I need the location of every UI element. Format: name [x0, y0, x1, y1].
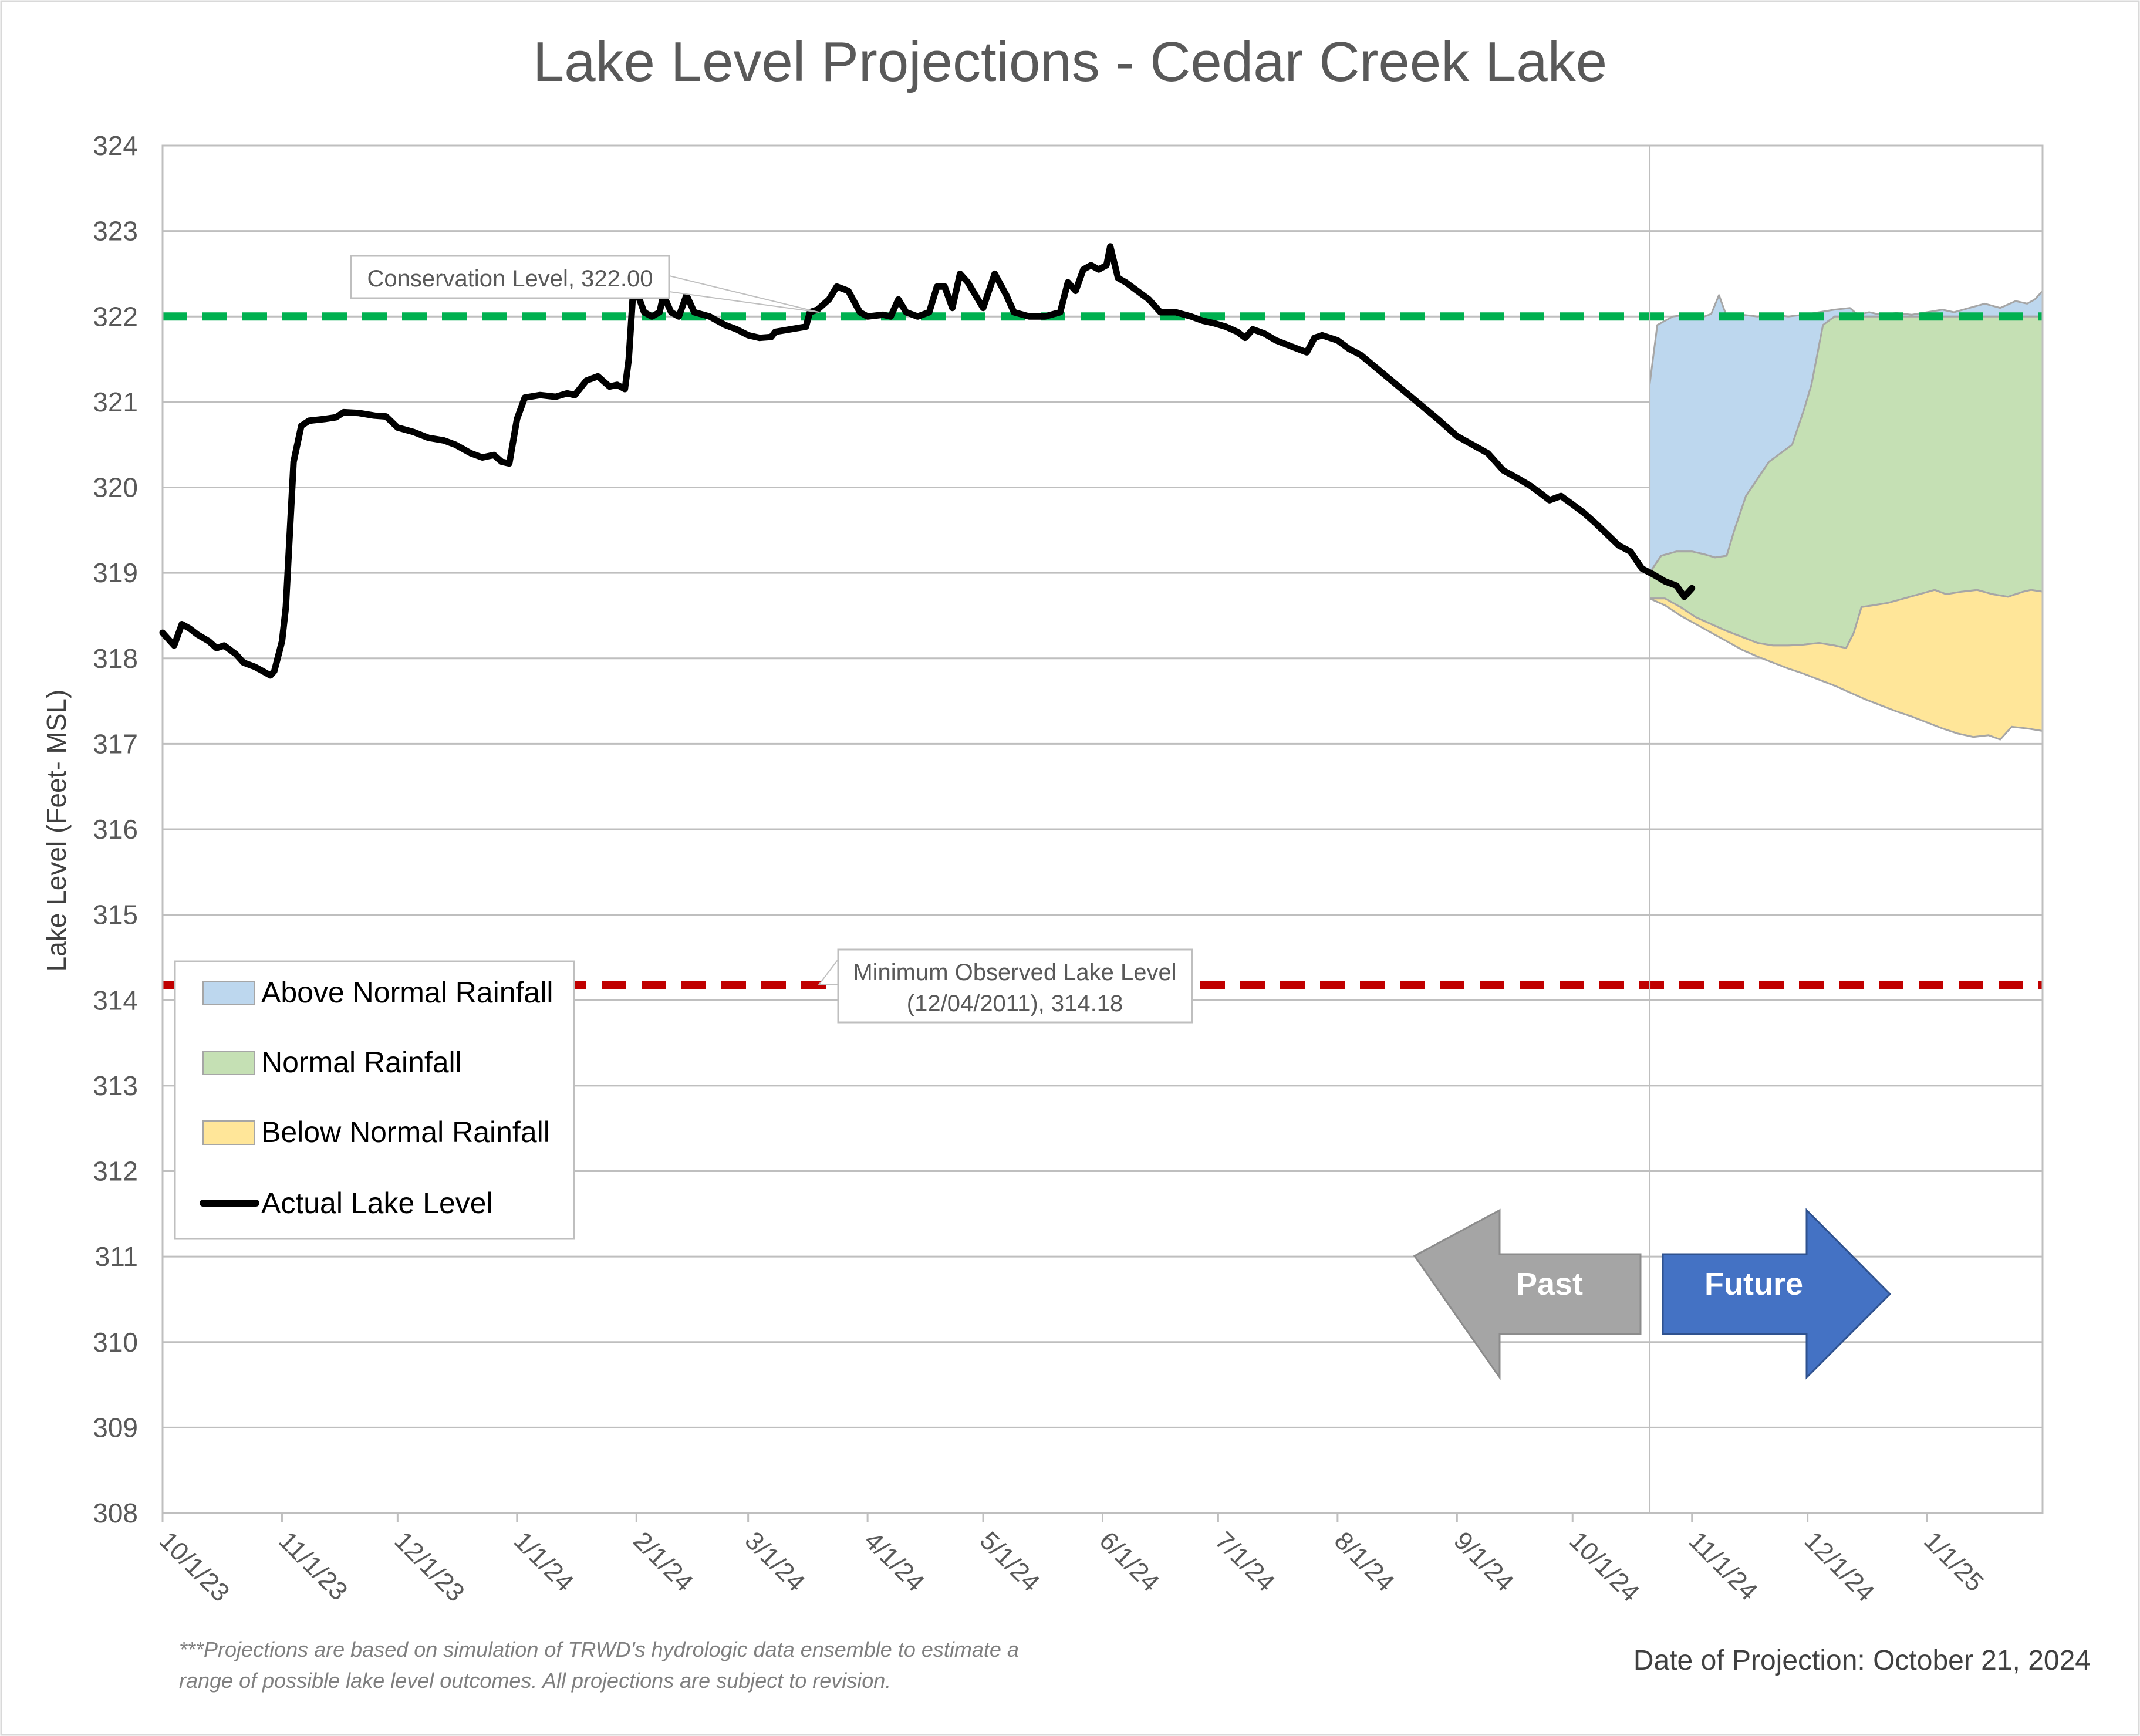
y-tick-label: 323	[93, 216, 138, 246]
future-arrow: Future	[1662, 1208, 1892, 1380]
past-arrow: Past	[1413, 1208, 1642, 1380]
y-tick-label: 315	[93, 900, 138, 930]
y-tick-label: 319	[93, 558, 138, 588]
y-tick-label: 310	[93, 1327, 138, 1357]
legend-label-normal: Normal Rainfall	[261, 1046, 462, 1079]
minimum-level-callout-line2: (12/04/2011), 314.18	[907, 991, 1123, 1016]
projection-bands	[1649, 290, 2044, 741]
y-tick-label: 316	[93, 814, 138, 845]
minimum-level-callout: Minimum Observed Lake Level (12/04/2011)…	[817, 948, 1193, 1024]
legend-swatch-below-normal	[202, 1120, 255, 1145]
conservation-callout-label: Conservation Level, 322.00	[367, 266, 653, 292]
y-tick-label: 312	[93, 1156, 138, 1187]
y-tick-label: 324	[93, 130, 138, 161]
y-tick-label: 320	[93, 472, 138, 503]
y-tick-label: 313	[93, 1070, 138, 1101]
projection-date: Date of Projection: October 21, 2024	[1633, 1645, 2091, 1676]
y-tick-label: 322	[93, 301, 138, 332]
conservation-callout: Conservation Level, 322.00	[350, 255, 819, 313]
actual-series	[159, 243, 1696, 679]
minimum-level-callout-line1: Minimum Observed Lake Level	[853, 960, 1176, 985]
legend-swatch-above-normal	[202, 981, 255, 1005]
footnote-line2: range of possible lake level outcomes. A…	[179, 1669, 891, 1693]
y-tick-label: 309	[93, 1412, 138, 1443]
y-tick-label: 314	[93, 985, 138, 1015]
chart-title: Lake Level Projections - Cedar Creek Lak…	[533, 31, 1607, 93]
y-tick-label: 318	[93, 643, 138, 674]
series-line-actual-lake-level	[159, 243, 1696, 679]
band-below-normal-rainfall	[1649, 589, 2044, 741]
y-axis-label: Lake Level (Feet- MSL)	[41, 690, 72, 972]
y-tick-label: 308	[93, 1498, 138, 1528]
legend-swatch-normal	[202, 1051, 255, 1075]
y-tick-label: 311	[95, 1241, 138, 1272]
past-arrow-label: Past	[1516, 1266, 1583, 1302]
legend-label-below-normal: Below Normal Rainfall	[261, 1116, 550, 1149]
legend-label-above-normal: Above Normal Rainfall	[261, 976, 553, 1009]
y-axis-tick-labels: 308 309 310 311 312 313 314 315 316 317 318 319 320 3…	[93, 130, 138, 1528]
legend-box	[174, 960, 575, 1240]
y-tick-label: 321	[93, 387, 138, 417]
legend-label-actual: Actual Lake Level	[261, 1187, 493, 1220]
y-tick-label: 317	[93, 728, 138, 759]
legend: Above Normal Rainfall Normal Rainfall Be…	[174, 960, 575, 1240]
footnote-line1: ***Projections are based on simulation o…	[179, 1637, 1019, 1661]
future-arrow-label: Future	[1704, 1266, 1803, 1302]
